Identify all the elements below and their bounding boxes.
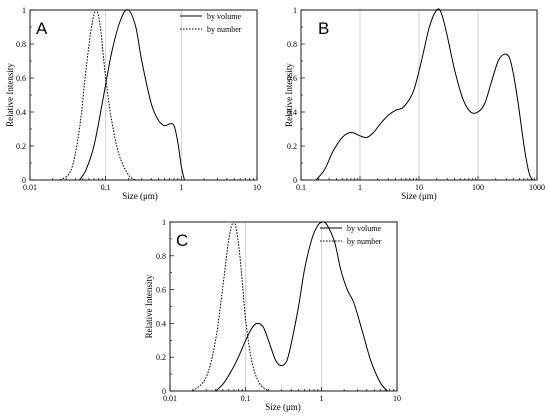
x-tick-label: 100 xyxy=(472,183,484,192)
y-tick-label: 0.4 xyxy=(287,108,297,117)
x-tick-label: 0.1 xyxy=(101,183,111,192)
y-tick-label: 0 xyxy=(22,176,26,185)
x-tick-label: 1 xyxy=(358,183,362,192)
y-tick-label: 0.6 xyxy=(287,74,297,83)
series-line-by-volume xyxy=(315,8,534,181)
y-tick-label: 0.2 xyxy=(16,142,26,151)
x-tick-label: 0.1 xyxy=(241,394,251,403)
x-tick-label: 10 xyxy=(253,183,261,192)
chart-panel-c: 0.01 0.1 1 10 0 0.2 0.4 0.6 0.8 1 Size (μm) Relativ… xyxy=(144,218,401,412)
panel-letter: B xyxy=(318,19,329,38)
legend-label: by volume xyxy=(347,224,381,233)
y-tick-label: 0.4 xyxy=(156,319,166,328)
series-line-by-volume xyxy=(79,9,185,181)
y-tick-label: 1 xyxy=(162,218,166,227)
panel-letter: C xyxy=(176,231,188,250)
y-tick-label: 0.6 xyxy=(156,286,166,295)
x-tick-label: 10 xyxy=(415,183,423,192)
y-tick-label: 0.2 xyxy=(156,353,166,362)
y-axis-title: Relative Intensity xyxy=(5,63,15,127)
x-tick-label: 1 xyxy=(319,394,323,403)
y-axis-title: Relative Intensity xyxy=(284,63,294,127)
chart-panel-b: 0.1 1 10 100 1000 0 0.2 0.4 0.6 0.8 1 Size (μm) Rela… xyxy=(284,6,545,201)
x-tick-label: 0.01 xyxy=(23,183,37,192)
legend-label: by number xyxy=(207,25,242,34)
y-axis-title: Relative Intensity xyxy=(144,274,154,338)
plot-frame xyxy=(29,9,258,181)
legend-label: by volume xyxy=(207,12,241,21)
y-tick-label: 0 xyxy=(162,387,166,396)
legend-label: by number xyxy=(347,237,382,246)
y-tick-label: 0.8 xyxy=(16,40,26,49)
series-line-by-number xyxy=(192,221,269,392)
y-tick-label: 0.8 xyxy=(287,40,297,49)
series-line-by-volume xyxy=(215,221,388,392)
x-tick-label: 1000 xyxy=(529,183,545,192)
x-axis-title: Size (μm) xyxy=(401,191,437,201)
y-tick-label: 1 xyxy=(22,6,26,15)
y-tick-label: 1 xyxy=(293,6,297,15)
y-tick-label: 0 xyxy=(293,176,297,185)
y-tick-label: 0.8 xyxy=(156,252,166,261)
chart-panel-a: 0.01 0.1 1 10 0 0.2 0.4 0.6 0.8 1 Size (μm) Relativ… xyxy=(5,6,261,201)
panel-letter: A xyxy=(36,19,48,38)
y-tick-label: 0.4 xyxy=(16,108,26,117)
y-tick-label: 0.6 xyxy=(16,74,26,83)
x-axis-title: Size (μm) xyxy=(122,191,158,201)
series-line-by-number xyxy=(59,9,137,181)
y-tick-label: 0.2 xyxy=(287,142,297,151)
x-tick-label: 1 xyxy=(179,183,183,192)
x-axis-title: Size (μm) xyxy=(265,402,301,412)
x-tick-label: 0.01 xyxy=(163,394,177,403)
x-tick-label: 10 xyxy=(393,394,401,403)
x-tick-label: 0.1 xyxy=(296,183,306,192)
